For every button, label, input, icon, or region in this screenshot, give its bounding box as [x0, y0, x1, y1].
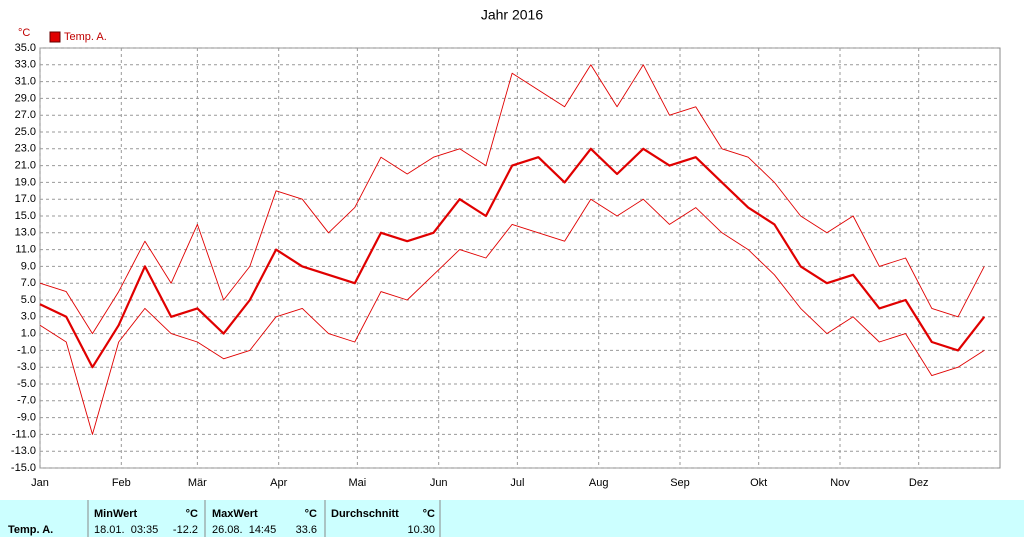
- y-unit: °C: [18, 27, 30, 39]
- x-tick-label: Dez: [909, 477, 929, 489]
- x-tick-label: Mai: [349, 477, 367, 489]
- y-tick-label: 35.0: [15, 42, 36, 54]
- y-tick-label: 11.0: [15, 244, 36, 256]
- y-tick-label: 1.0: [21, 328, 36, 340]
- y-tick-label: 23.0: [15, 143, 36, 155]
- y-tick-label: 21.0: [15, 160, 36, 172]
- temperature-line: [39, 147, 986, 369]
- table-header: MaxWert: [212, 508, 258, 520]
- x-tick-label: Jul: [510, 477, 524, 489]
- y-tick-label: -13.0: [11, 445, 36, 457]
- y-tick-label: 15.0: [15, 210, 36, 222]
- y-tick-label: -1.0: [17, 344, 36, 356]
- x-tick-label: Mär: [188, 477, 207, 489]
- table-header: °C: [423, 508, 435, 520]
- x-tick-label: Okt: [750, 477, 767, 489]
- y-tick-label: 9.0: [21, 260, 36, 272]
- table-row-label: Temp. A.: [8, 524, 53, 536]
- y-tick-label: 7.0: [21, 277, 36, 289]
- y-tick-label: -9.0: [17, 412, 36, 424]
- y-tick-label: 25.0: [15, 126, 36, 138]
- y-tick-label: 13.0: [15, 227, 36, 239]
- y-tick-label: 29.0: [15, 92, 36, 104]
- x-tick-label: Feb: [112, 477, 131, 489]
- x-tick-label: Nov: [830, 477, 850, 489]
- table-header: °C: [186, 508, 198, 520]
- y-tick-label: -7.0: [17, 395, 36, 407]
- legend-swatch: [49, 31, 61, 43]
- y-tick-label: -15.0: [11, 462, 36, 474]
- x-tick-label: Sep: [670, 477, 690, 489]
- y-tick-label: 31.0: [15, 76, 36, 88]
- table-header: Durchschnitt: [331, 508, 399, 520]
- table-cell: 18.01. 03:35: [94, 524, 158, 536]
- y-tick-label: 3.0: [21, 311, 36, 323]
- x-tick-label: Apr: [270, 477, 287, 489]
- y-tick-label: 17.0: [15, 193, 36, 205]
- y-tick-label: 33.0: [15, 59, 36, 71]
- y-tick-label: -3.0: [17, 361, 36, 373]
- x-tick-label: Jan: [31, 477, 49, 489]
- y-tick-label: -11.0: [12, 428, 36, 440]
- chart-title: Jahr 2016: [481, 7, 543, 23]
- temperature-line: [39, 64, 985, 335]
- table-cell: -12.2: [173, 524, 198, 536]
- summary-table: MinWert °C MaxWert °C Durchschnitt °C Te…: [8, 500, 441, 537]
- footer-band: [0, 500, 1024, 537]
- y-tick-label: 19.0: [15, 176, 36, 188]
- legend-label: Temp. A.: [64, 31, 107, 43]
- table-cell: 26.08. 14:45: [212, 524, 276, 536]
- table-cell: 33.6: [296, 524, 317, 536]
- x-tick-label: Aug: [589, 477, 609, 489]
- table-header: MinWert: [94, 508, 138, 520]
- plot-frame: [39, 47, 1001, 469]
- x-tick-label: Jun: [430, 477, 448, 489]
- y-tick-label: -5.0: [17, 378, 36, 390]
- table-cell: 10.30: [407, 524, 435, 536]
- temperature-line: [39, 198, 985, 435]
- y-tick-label: 5.0: [21, 294, 36, 306]
- y-tick-label: 27.0: [15, 109, 36, 121]
- table-header: °C: [305, 508, 317, 520]
